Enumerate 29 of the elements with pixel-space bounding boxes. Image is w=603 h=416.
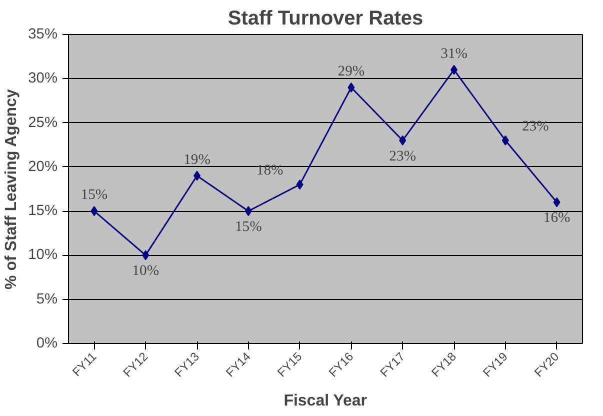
point bbox=[90, 206, 98, 216]
y-tick-label: 0% bbox=[36, 336, 58, 352]
text: 18% bbox=[256, 162, 284, 179]
text: 10% bbox=[132, 263, 160, 280]
text: 29% bbox=[338, 63, 365, 80]
point bbox=[142, 250, 150, 260]
point bbox=[348, 82, 355, 92]
point bbox=[244, 206, 252, 216]
y-tick-label: 30% bbox=[28, 70, 58, 87]
point bbox=[296, 180, 304, 190]
text: 19% bbox=[184, 152, 210, 168]
y-axis-title: % of Staff Leaving Agency bbox=[3, 89, 20, 290]
point bbox=[553, 197, 560, 208]
chart-title: Staff Turnover Rates bbox=[228, 8, 424, 30]
y-tick-label: 10% bbox=[28, 247, 58, 264]
y-tick-label: 35% bbox=[28, 26, 58, 42]
y-tick-label: 15% bbox=[28, 203, 58, 220]
text: 15% bbox=[234, 219, 262, 236]
text: 23% bbox=[522, 118, 549, 134]
y-tick-label: 5% bbox=[36, 291, 58, 308]
x-axis-title: Fiscal Year bbox=[284, 392, 368, 410]
y-tick-label: 20% bbox=[28, 158, 58, 175]
text: 15% bbox=[80, 187, 108, 204]
text: 16% bbox=[543, 210, 570, 226]
point bbox=[399, 135, 406, 146]
text: 23% bbox=[389, 148, 416, 164]
text: 31% bbox=[440, 46, 468, 62]
y-tick-label: 25% bbox=[28, 114, 58, 131]
point bbox=[502, 135, 509, 146]
